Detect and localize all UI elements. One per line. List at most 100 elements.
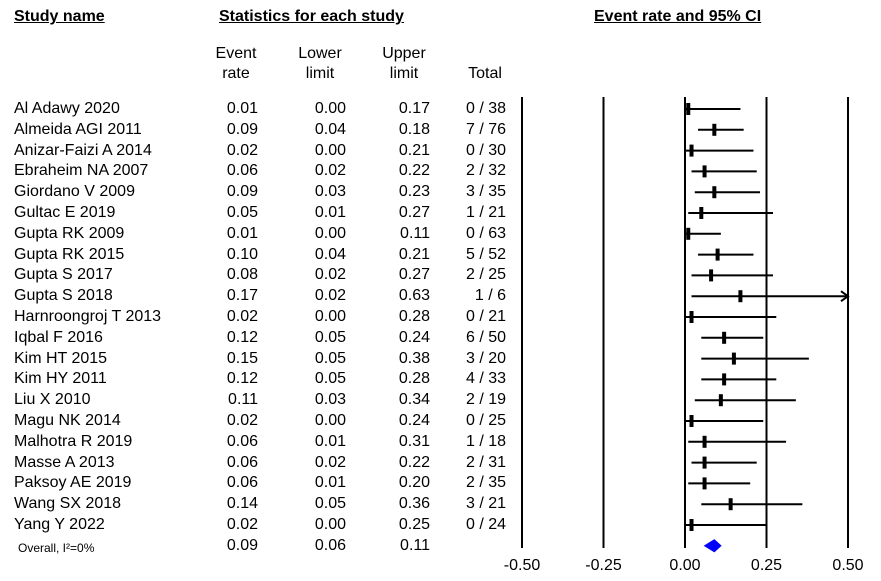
lower-limit-value: 0.02 [314, 453, 346, 471]
event-rate-value: 0.02 [226, 412, 258, 429]
total-value: 0 / 38 [465, 100, 506, 117]
overall-label: Overall, I²=0% [18, 540, 95, 555]
study-name: Harnroongroj T 2013 [14, 308, 162, 325]
event-rate-value: 0.02 [226, 516, 258, 533]
lower-limit-value: 0.01 [314, 474, 346, 492]
lower-limit-value: 0.03 [314, 183, 346, 201]
lower-limit-value: 0.05 [314, 349, 346, 367]
total-value: 0 / 30 [465, 141, 506, 159]
x-tick-label: -0.25 [585, 557, 622, 574]
event-rate-value: 0.11 [228, 391, 258, 409]
study-name: Kim HY 2011 [14, 370, 107, 388]
upper-limit-value: 0.24 [398, 328, 430, 346]
total-value: 2 / 19 [465, 391, 506, 409]
point-estimate [712, 123, 717, 136]
total-value: 0 / 24 [465, 516, 506, 533]
event-rate-value: 0.06 [226, 162, 258, 180]
overall-lower-value: 0.06 [314, 536, 346, 554]
study-name: Liu X 2010 [14, 391, 91, 409]
point-estimate [702, 165, 707, 178]
lower-limit-value: 0.03 [314, 391, 346, 409]
upper-limit-value: 0.23 [398, 183, 430, 201]
point-estimate [728, 498, 733, 511]
study-name: Gupta S 2017 [14, 266, 113, 284]
total-value: 1 / 18 [465, 432, 506, 450]
upper-limit-value: 0.25 [398, 516, 430, 533]
event-rate-value: 0.02 [226, 141, 258, 159]
lower-limit-value: 0.00 [314, 141, 346, 159]
lower-limit-value: 0.05 [314, 328, 346, 346]
point-estimate [689, 144, 694, 157]
lower-limit-value: 0.00 [314, 308, 346, 325]
lower-limit-value: 0.01 [314, 432, 346, 450]
total-value: 2 / 31 [465, 453, 506, 471]
x-tick-label: -0.50 [504, 557, 541, 574]
lower-limit-value: 0.00 [314, 224, 346, 242]
upper-limit-value: 0.27 [398, 204, 430, 221]
upper-limit-value: 0.38 [398, 349, 430, 367]
study-name: Ebraheim NA 2007 [14, 162, 149, 180]
upper-limit-value: 0.31 [398, 432, 430, 450]
point-estimate [699, 207, 704, 219]
lower-limit-value: 0.00 [314, 516, 346, 533]
study-name: Almeida AGI 2011 [14, 120, 142, 138]
upper-limit-value: 0.28 [398, 308, 430, 325]
total-value: 2 / 32 [465, 162, 506, 180]
upper-limit-header: Upper limit [382, 45, 426, 82]
study-name: Kim HT 2015 [14, 349, 108, 367]
point-estimate [718, 394, 723, 407]
total-value: 7 / 76 [465, 120, 506, 138]
event-rate-value: 0.02 [226, 308, 258, 325]
lower-limit-value: 0.00 [314, 412, 346, 429]
total-value: 1 / 6 [474, 287, 506, 305]
point-estimate [722, 331, 727, 344]
study-name: Masse A 2013 [14, 453, 115, 471]
upper-limit-value: 0.18 [398, 120, 430, 138]
forest-plot-title: Event rate and 95% CI [594, 8, 762, 25]
lower-limit-header: Lower limit [298, 45, 342, 82]
study-name: Malhotra R 2019 [14, 432, 133, 450]
total-value: 1 / 21 [465, 204, 506, 221]
lower-limit-value: 0.02 [314, 162, 346, 180]
upper-limit-value: 0.28 [398, 370, 430, 388]
study-name: Wang SX 2018 [14, 495, 122, 513]
total-value: 0 / 63 [465, 224, 506, 242]
total-header: Total [468, 65, 502, 82]
point-estimate [686, 227, 691, 240]
overall-rate-value: 0.09 [226, 536, 258, 554]
study-name: Yang Y 2022 [14, 516, 105, 533]
study-name: Giordano V 2009 [14, 183, 135, 201]
point-estimate [715, 248, 720, 261]
point-estimate [731, 352, 736, 365]
lower-limit-value: 0.02 [314, 266, 346, 284]
lower-limit-value: 0.00 [314, 100, 346, 117]
study-name: Anizar-Faizi A 2014 [14, 141, 152, 159]
total-value: 0 / 21 [465, 308, 506, 325]
point-estimate [689, 519, 694, 531]
total-value: 4 / 33 [465, 370, 506, 388]
upper-limit-value: 0.36 [398, 495, 430, 513]
total-value: 2 / 25 [465, 266, 506, 284]
lower-limit-value: 0.05 [314, 495, 346, 513]
event-rate-value: 0.06 [226, 474, 258, 492]
lower-limit-value: 0.04 [314, 120, 346, 138]
lower-limit-value: 0.02 [314, 287, 346, 305]
point-estimate [712, 186, 717, 199]
upper-limit-value: 0.24 [398, 412, 430, 429]
upper-limit-value: 0.21 [398, 245, 430, 263]
point-estimate [689, 311, 694, 323]
total-value: 3 / 21 [465, 495, 506, 513]
upper-limit-value: 0.17 [398, 100, 430, 117]
study-name: Al Adawy 2020 [14, 100, 120, 117]
overall-upper-value: 0.11 [400, 536, 430, 554]
study-name: Iqbal F 2016 [14, 328, 103, 346]
point-estimate [689, 415, 694, 427]
summary-diamond [703, 539, 722, 553]
upper-limit-value: 0.20 [398, 474, 430, 492]
upper-limit-value: 0.22 [398, 453, 430, 471]
study-name: Paksoy AE 2019 [14, 474, 132, 492]
lower-limit-value: 0.05 [314, 370, 346, 388]
point-estimate [702, 435, 707, 448]
